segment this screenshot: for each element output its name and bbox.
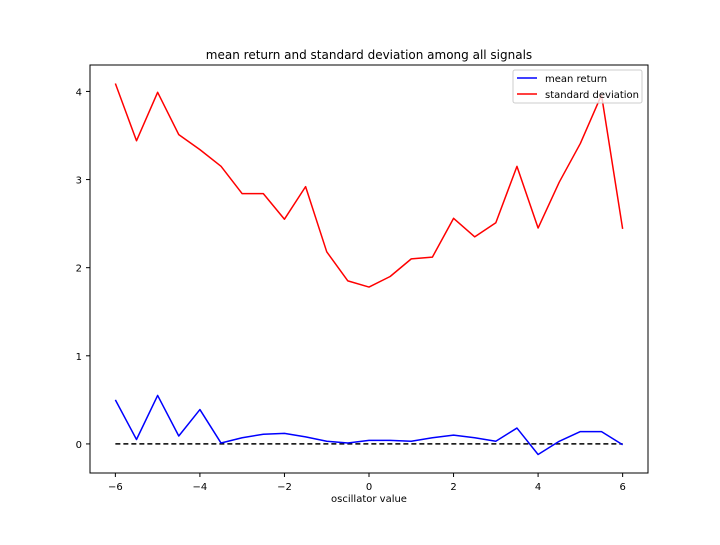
x-tick-label: −6 [108, 482, 123, 493]
x-tick-label: 6 [619, 482, 625, 493]
legend-label: standard deviation [545, 90, 639, 101]
x-tick-label: 2 [450, 482, 456, 493]
series-layer [114, 83, 624, 456]
legend-label: mean return [545, 74, 607, 85]
y-tick-label: 0 [76, 440, 82, 451]
series-line-mean-return [114, 394, 624, 456]
legend: mean return standard deviation [512, 69, 643, 104]
x-tick-label: 0 [366, 482, 372, 493]
chart-title: mean return and standard deviation among… [206, 48, 532, 62]
y-tick-label: 3 [76, 176, 82, 187]
y-tick-label: 2 [76, 264, 82, 275]
series-line-standard-deviation [114, 83, 624, 288]
y-tick-label: 4 [76, 87, 82, 98]
x-tick-label: −4 [193, 482, 208, 493]
legend-box [512, 69, 643, 104]
y-axis-ticks: 0 1 2 3 4 [76, 87, 90, 451]
y-tick-label: 1 [76, 352, 82, 363]
x-axis-ticks: −6 −4 −2 0 2 4 6 [108, 473, 626, 493]
x-tick-label: 4 [535, 482, 541, 493]
x-tick-label: −2 [277, 482, 292, 493]
plot-area-frame [89, 64, 649, 474]
legend-items: mean return standard deviation [517, 74, 639, 101]
x-axis-label: oscillator value [331, 494, 407, 505]
